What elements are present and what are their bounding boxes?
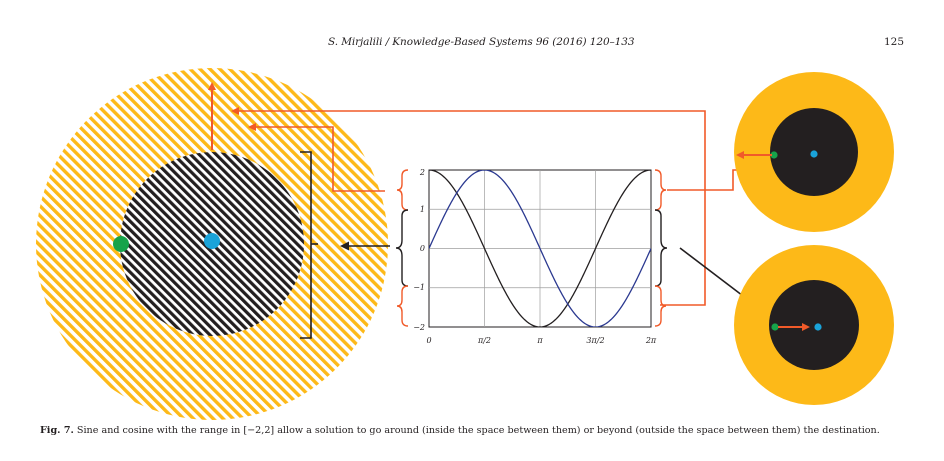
- y-tick-label: 2: [419, 168, 425, 177]
- red-connector-bottom: [231, 107, 706, 306]
- x-tick-label: π/2: [477, 336, 491, 345]
- right-brace-bottom: [654, 285, 667, 327]
- destination-point: [204, 233, 220, 249]
- y-tick-label: −2: [413, 323, 425, 332]
- destination-point-top: [810, 150, 818, 158]
- search-space-diagram: [36, 68, 388, 420]
- sine-curve: [429, 170, 651, 327]
- left-brace-bottom: [396, 285, 409, 327]
- y-tick-label: −1: [413, 283, 425, 292]
- red-connector-top: [248, 123, 385, 192]
- inner-disk-bottom: [769, 280, 859, 370]
- y-tick-label: 0: [420, 244, 425, 253]
- caption-text: Sine and cosine with the range in [−2,2]…: [76, 425, 880, 436]
- right-brace-top: [654, 169, 667, 211]
- solution-point-bottom: [771, 323, 779, 331]
- right-brace-middle: [654, 209, 668, 287]
- solution-point: [113, 236, 129, 252]
- around-destination-diagram: [734, 245, 894, 405]
- page-number: 125: [884, 36, 905, 48]
- x-tick-label: π: [536, 336, 543, 345]
- journal-reference: S. Mirjalili / Knowledge-Based Systems 9…: [328, 36, 635, 48]
- beyond-destination-diagram: [734, 72, 894, 232]
- x-tick-label: 2π: [645, 336, 657, 345]
- cosine-curve: [429, 170, 651, 327]
- left-brace-top: [396, 169, 409, 211]
- inner-range-bracket: [300, 151, 312, 339]
- x-tick-label: 0: [426, 336, 431, 345]
- x-tick-label: 3π/2: [586, 336, 604, 345]
- solution-point-top: [770, 151, 778, 159]
- running-head: S. Mirjalili / Knowledge-Based Systems 9…: [0, 36, 944, 52]
- y-tick-labels: 2 1 0 −1 −2: [413, 168, 425, 332]
- left-brace-middle: [395, 209, 409, 287]
- figure-label: Fig. 7.: [40, 425, 74, 436]
- figure-caption: Fig. 7. Sine and cosine with the range i…: [40, 424, 930, 437]
- x-tick-labels: 0 π/2 π 3π/2 2π: [426, 336, 656, 345]
- sine-cosine-plot: 2 1 0 −1 −2 0 π/2 π 3π/2 2π: [413, 168, 657, 345]
- destination-point-bottom: [814, 323, 822, 331]
- y-tick-label: 1: [420, 205, 425, 214]
